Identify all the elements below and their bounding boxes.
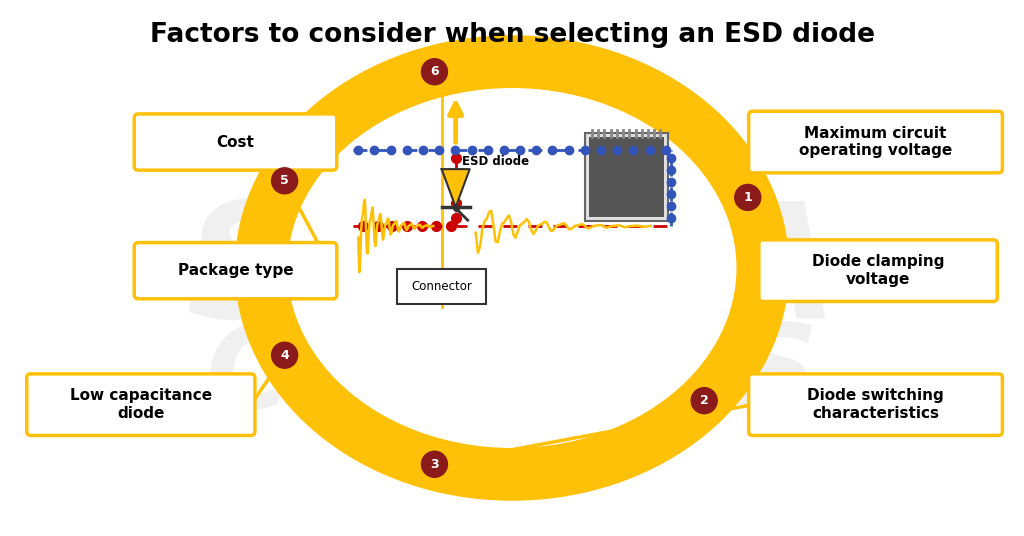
Text: 5: 5 <box>281 174 289 187</box>
Text: 1: 1 <box>743 191 752 204</box>
Text: Connector: Connector <box>412 280 472 293</box>
Text: 3: 3 <box>430 458 439 471</box>
FancyBboxPatch shape <box>749 374 1002 435</box>
Circle shape <box>691 388 717 414</box>
Circle shape <box>271 168 298 194</box>
Text: Diode switching
characteristics: Diode switching characteristics <box>807 389 944 421</box>
Ellipse shape <box>281 80 743 456</box>
FancyBboxPatch shape <box>397 270 486 304</box>
Circle shape <box>735 184 761 211</box>
FancyBboxPatch shape <box>585 133 668 221</box>
Text: Diode clamping
voltage: Diode clamping voltage <box>812 255 944 287</box>
FancyBboxPatch shape <box>27 374 255 435</box>
Text: Package type: Package type <box>178 263 293 278</box>
FancyBboxPatch shape <box>749 111 1002 173</box>
Text: 4: 4 <box>281 349 289 362</box>
Text: 6: 6 <box>430 65 439 78</box>
FancyBboxPatch shape <box>134 243 337 299</box>
Text: Low capacitance
diode: Low capacitance diode <box>70 389 212 421</box>
Polygon shape <box>441 169 470 207</box>
Circle shape <box>271 342 298 368</box>
FancyBboxPatch shape <box>759 240 997 301</box>
Text: Factors to consider when selecting an ESD diode: Factors to consider when selecting an ES… <box>150 22 874 48</box>
FancyBboxPatch shape <box>589 137 664 217</box>
Text: Cost: Cost <box>217 135 254 150</box>
Text: CIRCUITS: CIRCUITS <box>206 318 818 433</box>
Text: SIERRA: SIERRA <box>185 196 839 351</box>
Circle shape <box>422 451 447 477</box>
Text: 2: 2 <box>699 394 709 407</box>
Text: Maximum circuit
operating voltage: Maximum circuit operating voltage <box>799 126 952 158</box>
Text: ESD diode: ESD diode <box>462 155 528 168</box>
FancyBboxPatch shape <box>134 114 337 170</box>
Circle shape <box>422 59 447 85</box>
